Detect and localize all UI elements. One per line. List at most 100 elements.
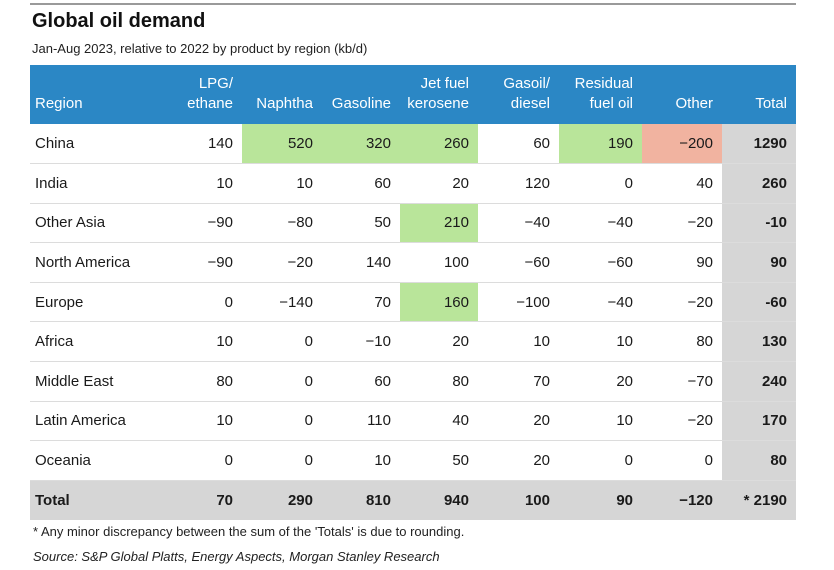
column-header-line2: diesel bbox=[510, 95, 550, 112]
value-cell: −200 bbox=[642, 124, 722, 164]
column-header-line2: kerosene bbox=[407, 95, 469, 112]
table-row: Other Asia −90 −80 50 210 −40 −40 −20 -10 bbox=[30, 203, 796, 243]
value-cell: 100 bbox=[443, 254, 469, 272]
value-cell: 80 bbox=[696, 333, 713, 351]
table-row: Oceania 0 0 10 50 20 0 0 80 bbox=[30, 440, 796, 481]
value-cell: 0 bbox=[624, 174, 633, 192]
column-header-line1 bbox=[722, 74, 787, 94]
value-cell: 320 bbox=[322, 124, 400, 164]
total-cell: 260 bbox=[722, 163, 796, 204]
total-cell: 130 bbox=[722, 321, 796, 362]
total-value-cell: 100 bbox=[524, 491, 550, 509]
column-header-line1: Jet fuel bbox=[420, 75, 469, 92]
total-value-cell: 90 bbox=[616, 491, 633, 509]
column-header-line1 bbox=[242, 74, 313, 94]
region-cell: Middle East bbox=[35, 372, 114, 390]
value-cell: 40 bbox=[452, 412, 469, 430]
value-cell: −20 bbox=[687, 214, 713, 232]
value-cell: 20 bbox=[616, 372, 633, 390]
value-cell: 60 bbox=[533, 135, 550, 153]
value-cell: 10 bbox=[616, 412, 633, 430]
value-cell: −20 bbox=[287, 254, 313, 272]
value-cell: 60 bbox=[374, 174, 391, 192]
region-cell: China bbox=[35, 135, 75, 153]
total-cell: -10 bbox=[722, 203, 796, 243]
column-header: Gasoil/diesel bbox=[478, 65, 559, 124]
value-cell: −70 bbox=[687, 372, 713, 390]
column-header: Gasoline bbox=[322, 65, 400, 124]
column-header-line2: Region bbox=[35, 95, 83, 112]
table-row: Africa 10 0 −10 20 10 10 80 130 bbox=[30, 321, 796, 362]
value-cell: 10 bbox=[616, 333, 633, 351]
value-cell: 0 bbox=[304, 452, 313, 470]
table-row: Middle East 80 0 60 80 70 20 −70 240 bbox=[30, 361, 796, 402]
column-header-line2: Other bbox=[675, 95, 713, 112]
column-header: Other bbox=[642, 65, 722, 124]
region-cell: India bbox=[35, 174, 68, 192]
column-header-line2: Total bbox=[755, 95, 787, 112]
column-header: Naphtha bbox=[242, 65, 322, 124]
region-cell: Other Asia bbox=[35, 214, 106, 232]
value-cell: −10 bbox=[365, 333, 391, 351]
value-cell: 40 bbox=[696, 174, 713, 192]
value-cell: 20 bbox=[533, 452, 550, 470]
table-row: Latin America 10 0 110 40 20 10 −20 170 bbox=[30, 401, 796, 441]
column-header-line1: LPG/ bbox=[198, 75, 233, 92]
region-cell: Latin America bbox=[35, 412, 126, 430]
total-value-cell: 290 bbox=[287, 491, 313, 509]
value-cell: 10 bbox=[374, 452, 391, 470]
column-header-line1: Gasoil/ bbox=[503, 75, 550, 92]
column-header-line2: ethane bbox=[187, 95, 233, 112]
value-cell: 80 bbox=[452, 372, 469, 390]
value-cell: 80 bbox=[216, 372, 233, 390]
table-body: China 140 520 320 260 60 190 −200 1290 India 10 10 6… bbox=[30, 124, 796, 520]
value-cell: 10 bbox=[216, 174, 233, 192]
page-title: Global oil demand bbox=[32, 10, 206, 32]
value-cell: 0 bbox=[304, 372, 313, 390]
total-value-cell: −120 bbox=[679, 491, 713, 509]
value-cell: −90 bbox=[207, 214, 233, 232]
table-row: North America −90 −20 140 100 −60 −60 90 90 bbox=[30, 242, 796, 283]
value-cell: 10 bbox=[533, 333, 550, 351]
top-rule bbox=[30, 3, 796, 5]
column-header-line1 bbox=[35, 74, 168, 94]
column-header-line2: Gasoline bbox=[331, 95, 391, 112]
column-header-line1 bbox=[642, 74, 713, 94]
column-header-line1: Residual bbox=[574, 75, 633, 92]
value-cell: 0 bbox=[224, 293, 233, 311]
source-note: Source: S&P Global Platts, Energy Aspect… bbox=[33, 549, 440, 564]
value-cell: 110 bbox=[367, 412, 391, 430]
table-row: Europe 0 −140 70 160 −100 −40 −20 -60 bbox=[30, 282, 796, 322]
value-cell: 520 bbox=[242, 124, 322, 164]
value-cell: 20 bbox=[452, 333, 469, 351]
column-header-line2: fuel oil bbox=[589, 95, 633, 112]
column-header: Region bbox=[30, 65, 177, 124]
value-cell: 20 bbox=[452, 174, 469, 192]
oil-demand-table: Region LPG/ethane Naphtha Gasoline Jet fue… bbox=[30, 65, 796, 520]
footnote: * Any minor discrepancy between the sum … bbox=[33, 524, 465, 539]
value-cell: 10 bbox=[216, 412, 233, 430]
total-cell: 90 bbox=[722, 242, 796, 283]
value-cell: 70 bbox=[533, 372, 550, 390]
value-cell: −140 bbox=[279, 293, 313, 311]
value-cell: −40 bbox=[607, 214, 633, 232]
total-cell: -60 bbox=[722, 282, 796, 322]
region-cell: Oceania bbox=[35, 452, 91, 470]
value-cell: −80 bbox=[287, 214, 313, 232]
total-value-cell: 940 bbox=[443, 491, 469, 509]
value-cell: −90 bbox=[207, 254, 233, 272]
value-cell: 120 bbox=[524, 174, 550, 192]
total-cell: 240 bbox=[722, 361, 796, 402]
total-cell: 80 bbox=[722, 440, 796, 481]
column-header-line1 bbox=[322, 74, 391, 94]
value-cell: 70 bbox=[374, 293, 391, 311]
value-cell: 0 bbox=[224, 452, 233, 470]
value-cell: 160 bbox=[400, 282, 478, 322]
value-cell: −20 bbox=[687, 293, 713, 311]
column-header: LPG/ethane bbox=[177, 65, 242, 124]
value-cell: 90 bbox=[696, 254, 713, 272]
value-cell: 0 bbox=[304, 412, 313, 430]
column-header-line2: Naphtha bbox=[256, 95, 313, 112]
value-cell: −40 bbox=[524, 214, 550, 232]
region-cell: Africa bbox=[35, 333, 74, 351]
